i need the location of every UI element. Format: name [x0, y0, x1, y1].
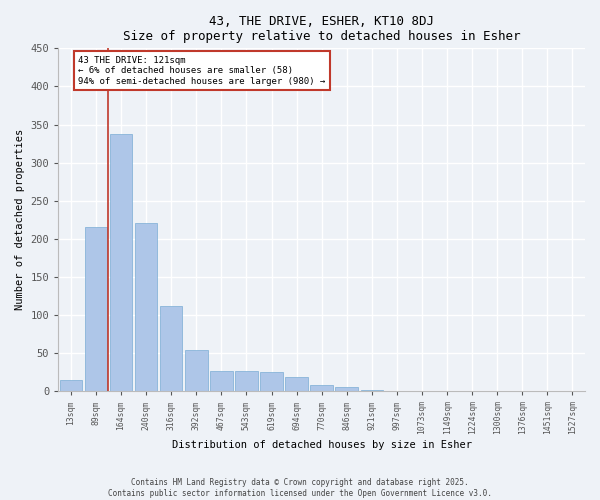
- X-axis label: Distribution of detached houses by size in Esher: Distribution of detached houses by size …: [172, 440, 472, 450]
- Bar: [160, 306, 182, 392]
- Bar: [486, 390, 509, 392]
- Bar: [185, 350, 208, 392]
- Bar: [310, 385, 333, 392]
- Bar: [85, 228, 107, 392]
- Bar: [210, 370, 233, 392]
- Bar: [361, 390, 383, 392]
- Text: Contains HM Land Registry data © Crown copyright and database right 2025.
Contai: Contains HM Land Registry data © Crown c…: [108, 478, 492, 498]
- Bar: [286, 377, 308, 392]
- Bar: [59, 380, 82, 392]
- Bar: [335, 386, 358, 392]
- Bar: [110, 134, 133, 392]
- Title: 43, THE DRIVE, ESHER, KT10 8DJ
Size of property relative to detached houses in E: 43, THE DRIVE, ESHER, KT10 8DJ Size of p…: [123, 15, 520, 43]
- Y-axis label: Number of detached properties: Number of detached properties: [15, 129, 25, 310]
- Bar: [235, 372, 258, 392]
- Bar: [135, 223, 157, 392]
- Bar: [260, 372, 283, 392]
- Text: 43 THE DRIVE: 121sqm
← 6% of detached houses are smaller (58)
94% of semi-detach: 43 THE DRIVE: 121sqm ← 6% of detached ho…: [79, 56, 326, 86]
